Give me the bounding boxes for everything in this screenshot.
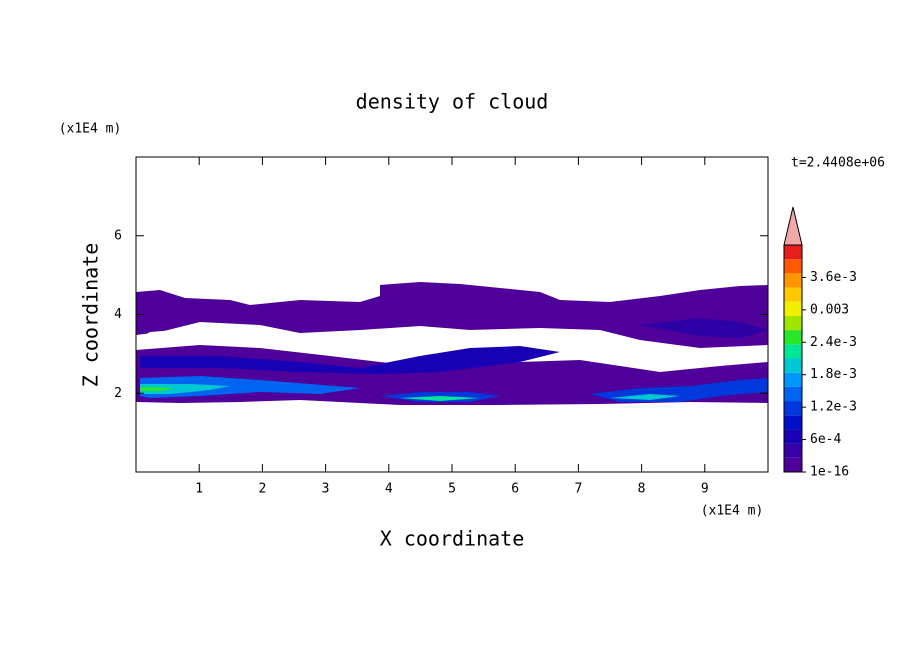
x-tick-label: 4 xyxy=(385,482,393,497)
x-tick-label: 1 xyxy=(195,482,203,497)
colorbar-label: 1e-16 xyxy=(810,465,849,480)
x-tick-label: 7 xyxy=(574,482,582,497)
colorbar-band xyxy=(784,372,802,387)
colorbar-band xyxy=(784,443,802,458)
colorbar-band xyxy=(784,429,802,444)
x-axis-label: X coordinate xyxy=(380,527,525,551)
colorbar-label: 2.4e-3 xyxy=(810,335,857,350)
x-unit: (x1E4 m) xyxy=(701,504,764,519)
colorbar-band xyxy=(784,330,802,345)
x-tick-label: 9 xyxy=(701,482,709,497)
colorbar-band xyxy=(784,401,802,416)
colorbar-band xyxy=(784,287,802,302)
colorbar-label: 1.2e-3 xyxy=(810,400,857,415)
colorbar-band xyxy=(784,301,802,316)
colorbar-band xyxy=(784,358,802,373)
x-tick-label: 2 xyxy=(258,482,266,497)
colorbar-band xyxy=(784,415,802,430)
cloud-field xyxy=(136,282,768,405)
y-axis-label: Z coordinate xyxy=(79,243,103,388)
colorbar-label: 1.8e-3 xyxy=(810,367,857,382)
colorbar-frame xyxy=(783,244,803,473)
colorbar-label: 6e-4 xyxy=(810,432,841,447)
colorbar-band xyxy=(784,386,802,402)
y-unit: (x1E4 m) xyxy=(59,122,122,137)
colorbar-band xyxy=(784,245,802,260)
colorbar-label: 3.6e-3 xyxy=(810,270,857,285)
colorbar-label: 0.003 xyxy=(810,302,849,317)
chart-title: density of cloud xyxy=(356,90,549,114)
y-tick-label: 4 xyxy=(114,307,122,322)
x-tick-label: 8 xyxy=(638,482,646,497)
colorbar-band xyxy=(784,457,802,472)
colorbar-band xyxy=(784,259,802,274)
y-tick-label: 2 xyxy=(114,386,122,401)
x-tick-label: 6 xyxy=(511,482,519,497)
colorbar-band xyxy=(784,344,802,359)
colorbar-band xyxy=(784,315,802,331)
y-tick-label: 6 xyxy=(114,228,122,243)
x-tick-label: 3 xyxy=(322,482,330,497)
colorbar-band xyxy=(784,273,802,288)
x-tick-label: 5 xyxy=(448,482,456,497)
time-label: t=2.4408e+06 xyxy=(791,156,885,171)
